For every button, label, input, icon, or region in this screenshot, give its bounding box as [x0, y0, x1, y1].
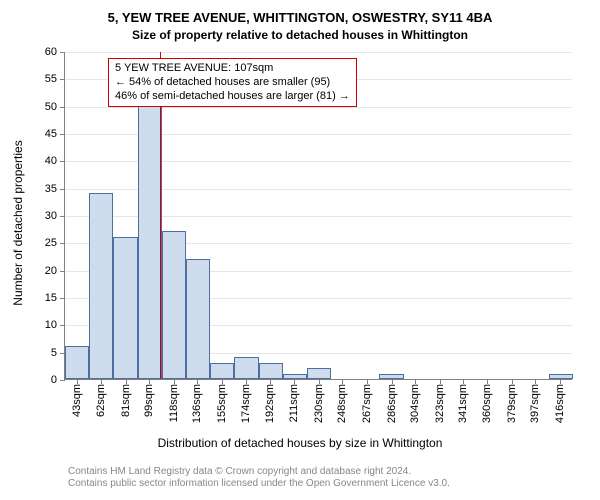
- y-tick-label: 10: [45, 319, 65, 331]
- y-tick-label: 35: [45, 183, 65, 195]
- y-tick-label: 60: [45, 46, 65, 58]
- x-tick-label: 360sqm: [481, 384, 493, 423]
- annotation-box: 5 YEW TREE AVENUE: 107sqm ← 54% of detac…: [108, 58, 357, 107]
- x-tick-label: 192sqm: [264, 384, 276, 423]
- y-tick-label: 30: [45, 210, 65, 222]
- x-tick-label: 304sqm: [409, 384, 421, 423]
- x-tick-label: 397sqm: [529, 384, 541, 423]
- y-tick-label: 0: [51, 374, 65, 386]
- annotation-line1: 5 YEW TREE AVENUE: 107sqm: [115, 62, 350, 76]
- y-tick-label: 15: [45, 292, 65, 304]
- y-axis-label: Number of detached properties: [11, 59, 25, 387]
- x-tick-label: 155sqm: [216, 384, 228, 423]
- x-tick-label: 286sqm: [386, 384, 398, 423]
- annotation-line2: ← 54% of detached houses are smaller (95…: [115, 76, 350, 90]
- x-tick-label: 62sqm: [95, 384, 107, 417]
- chart-title-line1: 5, YEW TREE AVENUE, WHITTINGTON, OSWESTR…: [0, 10, 600, 25]
- x-tick-label: 99sqm: [143, 384, 155, 417]
- annotation-line3: 46% of semi-detached houses are larger (…: [115, 90, 350, 104]
- y-tick-label: 40: [45, 155, 65, 167]
- histogram-bar: [307, 368, 331, 379]
- y-tick-label: 5: [51, 347, 65, 359]
- x-tick-label: 43sqm: [71, 384, 83, 417]
- y-tick-label: 55: [45, 73, 65, 85]
- y-tick-label: 20: [45, 265, 65, 277]
- footer-line2: Contains public sector information licen…: [68, 478, 450, 490]
- chart-title-line2: Size of property relative to detached ho…: [0, 28, 600, 42]
- x-tick-label: 136sqm: [191, 384, 203, 423]
- y-tick-label: 50: [45, 101, 65, 113]
- x-tick-label: 323sqm: [434, 384, 446, 423]
- histogram-bar: [234, 357, 258, 379]
- x-tick-label: 267sqm: [361, 384, 373, 423]
- x-tick-label: 248sqm: [336, 384, 348, 423]
- x-tick-label: 81sqm: [120, 384, 132, 417]
- histogram-bar: [113, 237, 137, 379]
- chart-container: 5, YEW TREE AVENUE, WHITTINGTON, OSWESTR…: [0, 0, 600, 500]
- histogram-bar: [259, 363, 283, 379]
- histogram-bar: [89, 193, 113, 379]
- x-tick-label: 341sqm: [457, 384, 469, 423]
- x-tick-label: 118sqm: [168, 384, 180, 422]
- histogram-bar: [186, 259, 210, 379]
- footer-line1: Contains HM Land Registry data © Crown c…: [68, 466, 450, 478]
- grid-line: [65, 52, 572, 53]
- x-tick-label: 174sqm: [240, 384, 252, 423]
- x-tick-label: 230sqm: [313, 384, 325, 423]
- footer-attribution: Contains HM Land Registry data © Crown c…: [68, 466, 450, 490]
- x-tick-label: 416sqm: [554, 384, 566, 423]
- x-tick-label: 211sqm: [288, 384, 300, 422]
- histogram-bar: [138, 89, 162, 379]
- x-axis-label: Distribution of detached houses by size …: [0, 436, 600, 450]
- y-tick-label: 25: [45, 237, 65, 249]
- histogram-bar: [162, 231, 186, 379]
- histogram-bar: [65, 346, 89, 379]
- x-tick-label: 379sqm: [506, 384, 518, 423]
- histogram-bar: [210, 363, 234, 379]
- y-tick-label: 45: [45, 128, 65, 140]
